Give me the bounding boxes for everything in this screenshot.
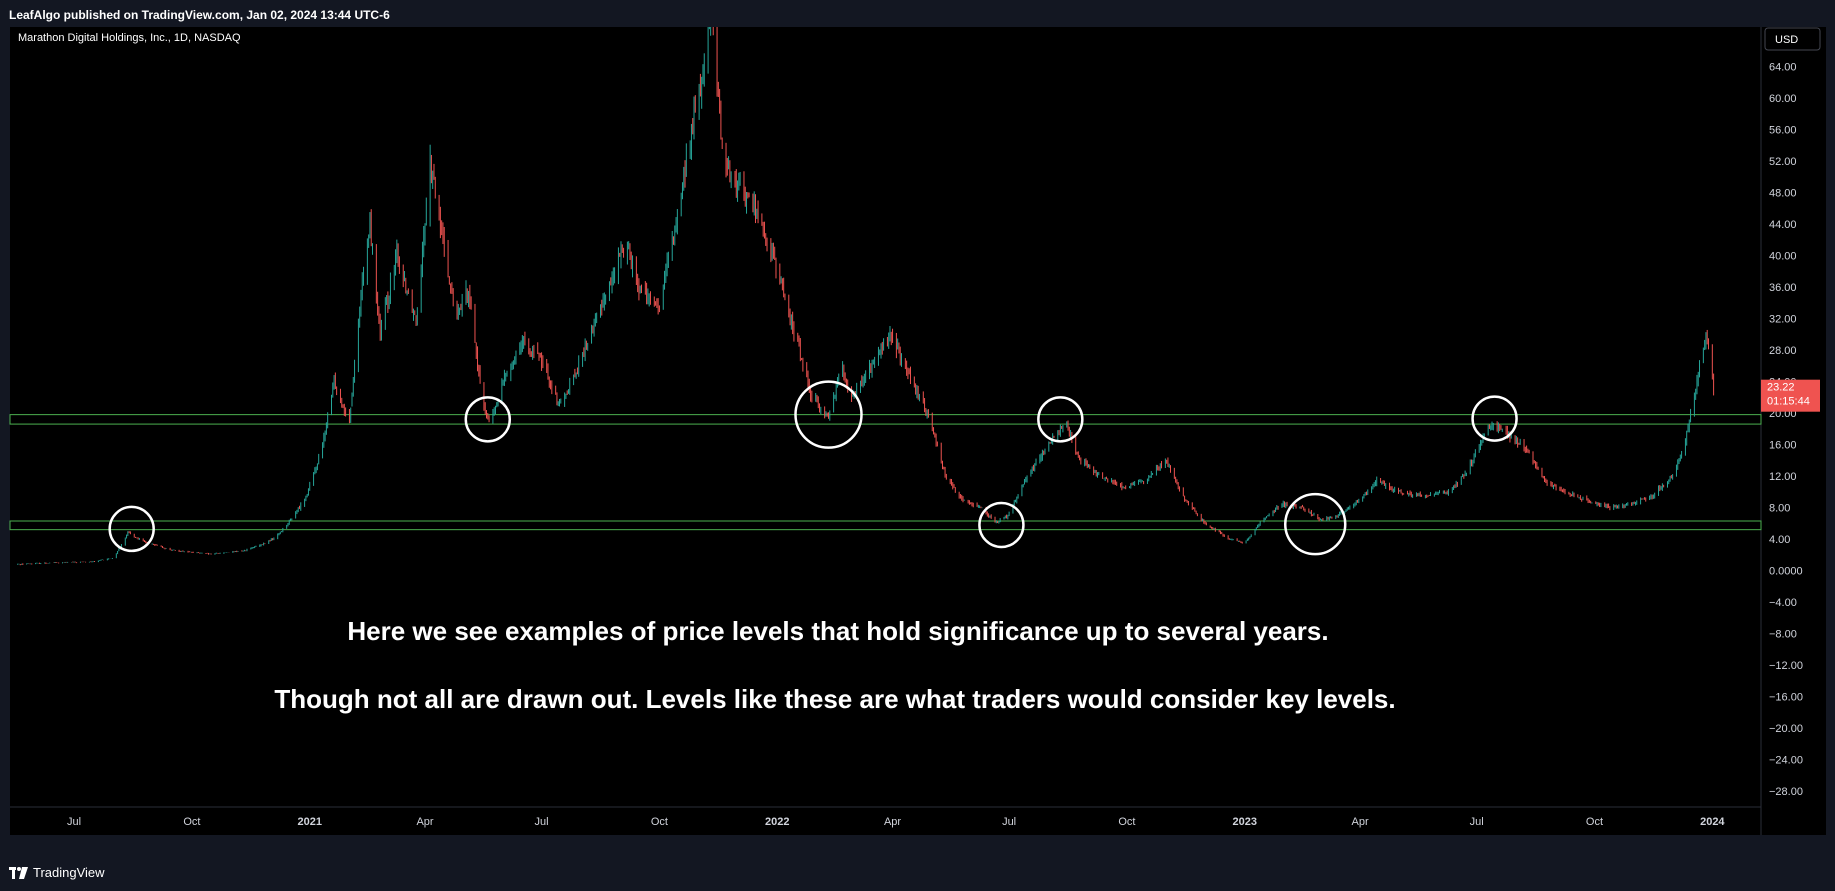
last-price-countdown: 01:15:44	[1767, 396, 1810, 408]
y-tick-label: 48.00	[1769, 187, 1797, 199]
y-tick-label: 28.00	[1769, 345, 1797, 357]
touch-circle	[464, 396, 512, 443]
x-tick-label: 2022	[765, 816, 789, 828]
y-tick-label: 52.00	[1769, 156, 1797, 168]
x-tick-label: 2021	[297, 816, 321, 828]
touch-circle	[794, 380, 863, 449]
y-tick-label: 16.00	[1769, 440, 1797, 452]
published-info: LeafAlgo published on TradingView.com, J…	[9, 8, 390, 22]
touch-circle	[1283, 492, 1347, 556]
x-axis-ticks: Jul Oct 2021 Apr Jul Oct 2022 Apr Jul Oct 2023 Apr J…	[67, 816, 1725, 828]
y-tick-label: 0.0000	[1769, 566, 1803, 578]
key-level-zone	[9, 414, 1762, 425]
x-tick-label: Jul	[1470, 816, 1484, 828]
y-tick-label: −8.00	[1769, 629, 1797, 641]
candles	[17, 27, 1715, 566]
x-tick-label: Jul	[535, 816, 549, 828]
publisher-header: LeafAlgo published on TradingView.com, J…	[0, 0, 1835, 27]
y-tick-label: 12.00	[1769, 471, 1797, 483]
touch-circle	[1037, 396, 1084, 443]
x-tick-label: Oct	[1118, 816, 1135, 828]
y-tick-label: 44.00	[1769, 219, 1797, 231]
symbol-label: Marathon Digital Holdings, Inc., 1D, NAS…	[18, 32, 241, 44]
bottom-axis-background	[10, 807, 1761, 835]
brand-label: TradingView	[33, 865, 105, 880]
y-tick-label: 36.00	[1769, 282, 1797, 294]
key-level-zone	[9, 520, 1762, 531]
x-tick-label: Oct	[1586, 816, 1603, 828]
tradingview-logo[interactable]: TradingView	[9, 865, 105, 880]
y-tick-label: 32.00	[1769, 314, 1797, 326]
x-tick-label: Apr	[884, 816, 901, 828]
annotation-line-2: Though not all are drawn out. Levels lik…	[274, 684, 1395, 714]
y-tick-label: 4.00	[1769, 534, 1790, 546]
y-tick-label: −4.00	[1769, 597, 1797, 609]
touch-circle	[1471, 395, 1518, 442]
currency-button[interactable]: USD	[1764, 27, 1821, 51]
x-tick-label: Oct	[651, 816, 668, 828]
y-tick-label: 40.00	[1769, 250, 1797, 262]
price-chart[interactable]: Marathon Digital Holdings, Inc., 1D, NAS…	[0, 27, 1835, 857]
currency-label: USD	[1775, 34, 1798, 46]
right-axis-background	[1761, 27, 1826, 835]
y-tick-label: −28.00	[1769, 786, 1803, 798]
annotation-line-1: Here we see examples of price levels tha…	[347, 616, 1328, 646]
y-tick-label: 64.00	[1769, 61, 1797, 73]
y-tick-label: −24.00	[1769, 755, 1803, 767]
y-tick-label: 60.00	[1769, 93, 1797, 105]
x-tick-label: Jul	[1002, 816, 1016, 828]
y-tick-label: −20.00	[1769, 723, 1803, 735]
x-tick-label: Jul	[67, 816, 81, 828]
y-tick-label: −16.00	[1769, 692, 1803, 704]
y-tick-label: −12.00	[1769, 660, 1803, 672]
plot-background	[10, 27, 1761, 807]
key-level-zones	[9, 414, 1762, 531]
last-price-tag: 23.22 01:15:44	[1761, 379, 1820, 412]
touch-circle	[108, 505, 155, 553]
y-tick-label: 8.00	[1769, 503, 1790, 515]
x-tick-label: Apr	[1352, 816, 1369, 828]
x-tick-label: Oct	[183, 816, 200, 828]
footer-bar: TradingView	[0, 857, 1835, 891]
y-tick-label: 56.00	[1769, 124, 1797, 136]
tradingview-icon	[9, 866, 28, 879]
x-tick-label: Apr	[416, 816, 433, 828]
touch-circle	[978, 501, 1025, 549]
x-tick-label: 2023	[1233, 816, 1257, 828]
last-price-value: 23.22	[1767, 382, 1795, 394]
x-tick-label: 2024	[1700, 816, 1725, 828]
y-axis-ticks: 64.00 60.00 56.00 52.00 48.00 44.00 40.00 36.00…	[1769, 61, 1803, 798]
touch-circles	[108, 380, 1518, 556]
